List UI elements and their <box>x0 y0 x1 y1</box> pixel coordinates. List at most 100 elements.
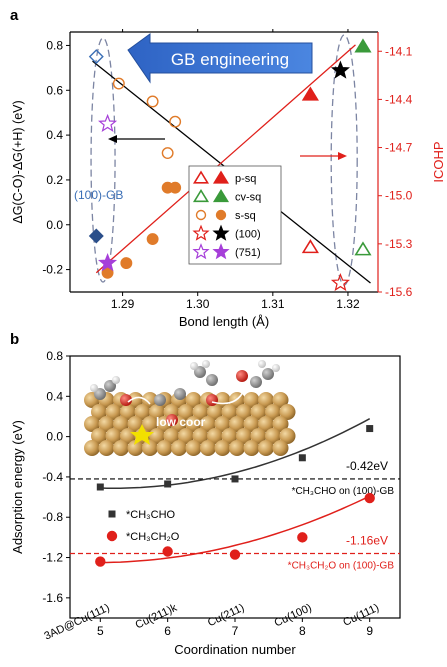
data-point-triangle <box>301 239 319 254</box>
y-tick-label: 0.4 <box>46 389 63 403</box>
hydrogen-atom <box>258 360 266 368</box>
gb-engineering-arrow: GB engineering <box>127 33 313 84</box>
y2-tick-label: -15.6 <box>385 285 413 299</box>
flow-arrow <box>211 389 245 405</box>
x-tick-label: 1.31 <box>261 297 285 311</box>
cu-atom <box>113 440 129 456</box>
cu-atom <box>84 416 100 432</box>
cu-atom <box>221 404 238 420</box>
trend-curve <box>100 495 371 564</box>
data-point-circle <box>364 492 375 504</box>
panel-a-label: a <box>10 7 19 24</box>
site-label: Cu(211)k <box>134 602 180 632</box>
x-tick-label: 6 <box>164 624 171 638</box>
x-axis-label: Coordination number <box>174 642 296 657</box>
carbon-atom <box>194 366 206 378</box>
hydrogen-atom <box>112 376 120 384</box>
panel-b-chart: 5 6 7 8 9 -1.6 -1.2 -0.8 -0.4 0.0 0.4 0.8 Coordinati… <box>10 349 401 657</box>
x-tick-label: 8 <box>299 624 306 638</box>
cu-atom <box>243 440 260 456</box>
cu-atom <box>156 440 173 456</box>
cu-atom <box>134 404 151 420</box>
cu-atom <box>200 440 216 456</box>
legend-marker-open <box>192 170 210 184</box>
data-point-circle <box>229 549 241 560</box>
reference-line-note: *CH₃CHO on (100)-GB <box>292 486 395 497</box>
carbon-atom <box>174 388 186 400</box>
panel-b-label: b <box>10 331 19 348</box>
x-tick-label: 1.32 <box>336 297 360 311</box>
cu-atom <box>214 416 231 432</box>
panel-a-chart: 1.29 1.30 1.31 1.32 -0.2 0.0 0.2 0.4 0.6 0.8 -15.6… <box>11 29 446 329</box>
y-tick-label: 0.0 <box>46 430 63 444</box>
data-point-star <box>330 60 350 79</box>
gb-engineering-label: GB engineering <box>171 50 289 69</box>
data-point-circle <box>120 257 133 270</box>
cu-atom <box>98 416 115 432</box>
oxygen-atom <box>166 414 178 426</box>
gb-annotation: (100)-GB <box>74 188 123 202</box>
cu-atom <box>250 428 267 444</box>
site-label: Cu(100) <box>273 602 314 630</box>
data-point-circle <box>297 532 308 543</box>
cu-atom <box>221 428 238 444</box>
cu-atom <box>98 440 115 456</box>
y2-axis-label: ICOHP <box>431 141 446 182</box>
data-point-circle <box>146 95 159 108</box>
y2-tick-label: -14.4 <box>385 92 413 106</box>
x-axis-label: Bond length (Å) <box>179 314 269 329</box>
y-tick-label: 0.8 <box>46 38 63 52</box>
cu-atom <box>105 428 122 444</box>
low-coor-star-icon <box>130 424 154 445</box>
cu-atom <box>178 428 194 444</box>
reference-line-value: -1.16eV <box>346 534 388 548</box>
data-point-triangle <box>354 38 372 53</box>
cu-atom <box>105 404 122 420</box>
data-point-square <box>164 480 172 488</box>
cu-atom <box>149 404 165 420</box>
fit-line <box>95 44 356 274</box>
data-point-circle <box>161 147 174 159</box>
legend-label: (100) <box>235 229 261 241</box>
data-point-triangle <box>354 241 372 256</box>
reference-line-note: *CH₃CH₂O on (100)-GB <box>288 561 395 572</box>
trend-curve <box>100 418 371 489</box>
red-arrow-head <box>338 152 347 160</box>
data-point-star <box>98 113 118 133</box>
cu-atom <box>142 416 158 432</box>
legend-label: *CH₃CHO <box>126 509 176 521</box>
cu-atom <box>265 404 281 420</box>
y-tick-label: 0.2 <box>46 173 63 187</box>
carbon-atom <box>94 388 106 400</box>
cu-atom <box>207 404 223 420</box>
black-arrow-head <box>108 135 117 143</box>
cu-atom <box>91 404 107 420</box>
oxygen-atom <box>206 394 218 406</box>
cu-atom <box>207 428 223 444</box>
legend-label: (751) <box>235 247 261 259</box>
cu-atom <box>185 416 202 432</box>
cu-atom <box>185 392 202 408</box>
data-point-circle <box>146 233 159 245</box>
data-point-square <box>298 454 306 462</box>
hydrogen-atom <box>90 384 98 392</box>
cu-atom <box>142 392 158 408</box>
cu-atom <box>142 440 158 456</box>
cu-atom <box>272 440 289 456</box>
legend-marker <box>108 510 116 518</box>
cu-atom <box>163 428 180 444</box>
y-tick-label: -0.4 <box>42 470 63 484</box>
legend-marker-filled <box>212 243 230 260</box>
cu-atom <box>272 416 289 432</box>
cu-atom <box>113 416 129 432</box>
legend-marker-filled <box>212 170 230 184</box>
carbon-atom <box>206 374 218 386</box>
legend-label: s-sq <box>235 210 256 222</box>
cu-atom <box>127 440 144 456</box>
y2-tick-label: -15.0 <box>385 189 413 203</box>
data-point-circle <box>112 77 125 90</box>
cu-atom <box>258 392 274 408</box>
x-tick-label: 1.29 <box>111 297 135 311</box>
adsorption-inset: low coor <box>84 360 296 456</box>
cu-atom <box>229 440 245 456</box>
